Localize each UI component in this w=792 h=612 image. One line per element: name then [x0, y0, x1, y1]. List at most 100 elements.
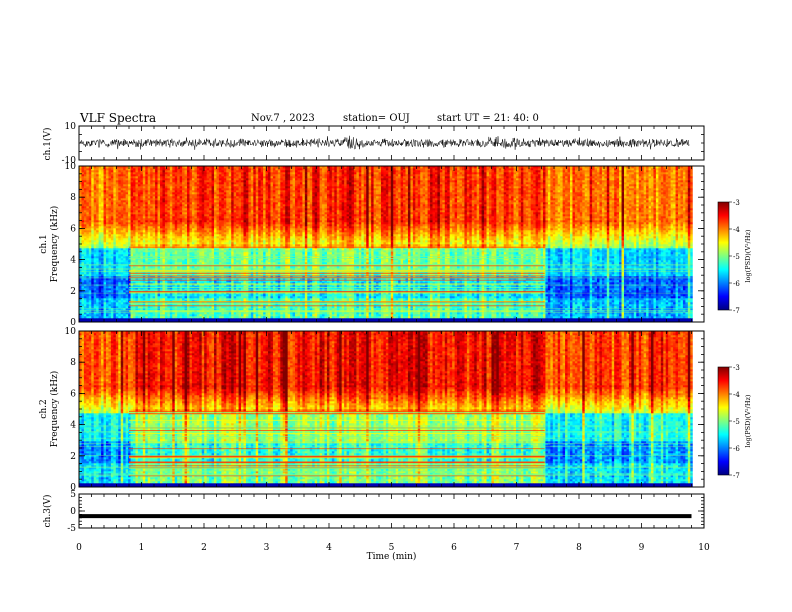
spectrogram-cell: [201, 262, 205, 265]
spectrogram-cell: [133, 280, 136, 283]
spectrogram-cell: [110, 202, 114, 205]
spectrogram-cell: [86, 230, 90, 233]
spectrogram-cell: [133, 234, 136, 237]
spectrogram-cell: [187, 252, 190, 255]
spectrogram-cell: [199, 230, 203, 233]
spectrogram-cell: [211, 214, 215, 217]
spectrogram-cell: [135, 232, 139, 235]
spectrogram-cell: [115, 236, 119, 239]
spectrogram-cell: [169, 176, 173, 179]
spectrogram-cell: [147, 238, 151, 241]
spectrogram-cell: [103, 258, 107, 261]
spectrogram-cell: [142, 184, 146, 187]
spectrogram-cell: [145, 258, 149, 261]
spectrogram-cell: [199, 226, 203, 229]
spectrogram-cell: [157, 242, 161, 245]
spectrogram-cell: [137, 192, 141, 195]
spectrogram-cell: [88, 274, 92, 277]
spectrogram-cell: [142, 294, 146, 297]
spectrogram-cell: [196, 252, 200, 255]
spectrogram-cell: [172, 182, 176, 185]
spectrogram-cell: [177, 304, 181, 307]
spectrogram-cell: [142, 186, 146, 189]
spectrogram-cell: [157, 278, 161, 281]
spectrogram-cell: [174, 256, 178, 259]
spectrogram-cell: [167, 196, 171, 199]
spectrogram-cell: [226, 236, 230, 239]
spectrogram-cell: [152, 256, 156, 259]
spectrogram-cell: [196, 254, 200, 257]
spectrogram-cell: [103, 280, 107, 283]
spectrogram-cell: [162, 254, 166, 257]
spectrogram-cell: [147, 282, 151, 285]
spectrogram-cell: [191, 174, 195, 177]
spectrogram-cell: [103, 262, 107, 265]
spectrogram-cell: [152, 304, 156, 307]
spectrogram-cell: [125, 290, 129, 293]
spectrogram-cell: [128, 212, 131, 215]
spectrogram-cell: [155, 278, 158, 281]
spectrogram-cell: [187, 190, 190, 193]
spectrogram-cell: [160, 314, 163, 317]
spectrogram-cell: [108, 246, 112, 249]
spectrogram-cell: [231, 262, 235, 265]
spectrogram-cell: [86, 234, 90, 237]
spectrogram-cell: [160, 232, 163, 235]
spectrogram-cell: [145, 260, 149, 263]
spectrogram-cell: [172, 168, 176, 171]
spectrogram-cell: [167, 230, 171, 233]
spectrogram-cell: [147, 248, 151, 251]
spectrogram-cell: [123, 302, 127, 305]
spectrogram-cell: [147, 266, 151, 269]
spectrogram-cell: [162, 200, 166, 203]
spectrogram-cell: [81, 282, 85, 285]
spectrogram-cell: [160, 242, 163, 245]
spectrogram-cell: [216, 280, 220, 283]
spectrogram-cell: [172, 308, 176, 311]
spectrogram-cell: [145, 192, 149, 195]
spectrogram-cell: [147, 254, 151, 257]
spectrogram-cell: [201, 168, 205, 171]
spectrogram-cell: [174, 212, 178, 215]
spectrogram-cell: [209, 290, 212, 293]
spectrogram-cell: [130, 298, 134, 301]
spectrogram-cell: [88, 252, 92, 255]
spectrogram-cell: [145, 234, 149, 237]
spectrogram-cell: [231, 190, 235, 193]
spectrogram-cell: [147, 312, 151, 315]
spectrogram-cell: [160, 212, 163, 215]
spectrogram-cell: [140, 172, 144, 175]
spectrogram-cell: [189, 224, 193, 227]
spectrogram-cell: [93, 220, 97, 223]
spectrogram-cell: [155, 244, 158, 247]
spectrogram-cell: [137, 306, 141, 309]
spectrogram-cell: [125, 166, 129, 169]
spectrogram-cell: [209, 312, 212, 315]
spectrogram-cell: [187, 290, 190, 293]
spectrogram-cell: [162, 184, 166, 187]
spectrogram-cell: [125, 262, 129, 265]
spectrogram-cell: [216, 306, 220, 309]
spectrogram-cell: [199, 266, 203, 269]
spectrogram-cell: [108, 248, 112, 251]
spectrogram-cell: [206, 308, 210, 311]
spectrogram-cell: [130, 288, 134, 291]
spectrogram-cell: [81, 294, 85, 297]
spectrogram-cell: [123, 244, 127, 247]
spectrogram-cell: [199, 278, 203, 281]
spectrogram-cell: [226, 196, 230, 199]
spectrogram-cell: [93, 306, 97, 309]
spectrogram-cell: [228, 234, 232, 237]
spectrogram-cell: [174, 176, 178, 179]
spectrogram-cell: [137, 200, 141, 203]
spectrogram-cell: [110, 194, 114, 197]
spectrogram-cell: [179, 178, 183, 181]
spectrogram-cell: [133, 304, 136, 307]
spectrogram-cell: [135, 242, 139, 245]
spectrogram-cell: [216, 190, 220, 193]
spectrogram-cell: [177, 190, 181, 193]
spectrogram-cell: [118, 184, 122, 187]
spectrogram-cell: [128, 216, 131, 219]
spectrogram-cell: [157, 210, 161, 213]
spectrogram-cell: [223, 206, 227, 209]
